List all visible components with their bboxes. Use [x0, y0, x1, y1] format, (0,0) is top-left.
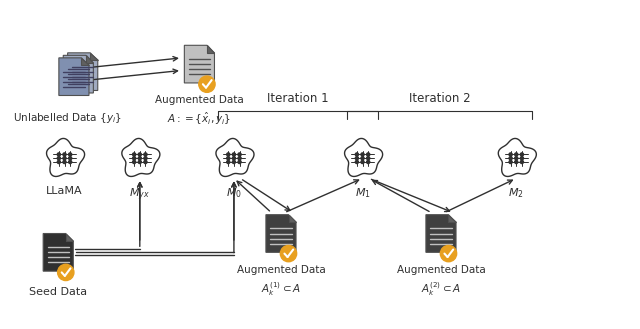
Circle shape [63, 153, 66, 156]
Polygon shape [266, 215, 296, 252]
Circle shape [199, 76, 215, 92]
Text: $A_k^{(2)} \subset A$: $A_k^{(2)} \subset A$ [421, 281, 461, 298]
Text: $M_{yx}$: $M_{yx}$ [129, 187, 150, 203]
Circle shape [144, 157, 147, 160]
Polygon shape [47, 139, 84, 176]
Circle shape [227, 157, 230, 160]
Circle shape [138, 157, 141, 160]
Circle shape [58, 264, 74, 281]
Circle shape [515, 153, 518, 156]
Circle shape [227, 153, 230, 156]
Circle shape [227, 161, 230, 164]
Polygon shape [66, 234, 74, 241]
Text: $A:=\{\hat{x}_i, y_i\}$: $A:=\{\hat{x}_i, y_i\}$ [167, 111, 232, 127]
Circle shape [132, 153, 136, 156]
Circle shape [68, 153, 72, 156]
Circle shape [355, 153, 358, 156]
Polygon shape [90, 53, 98, 60]
Text: $A_k^{(1)} \subset A$: $A_k^{(1)} \subset A$ [261, 281, 301, 298]
Polygon shape [344, 139, 383, 176]
Circle shape [515, 161, 518, 164]
Circle shape [520, 157, 524, 160]
Polygon shape [63, 55, 93, 93]
Polygon shape [86, 55, 93, 63]
Polygon shape [184, 45, 214, 83]
Circle shape [132, 157, 136, 160]
Polygon shape [216, 139, 254, 176]
Circle shape [132, 161, 136, 164]
Circle shape [63, 157, 66, 160]
Polygon shape [289, 215, 296, 222]
Circle shape [138, 161, 141, 164]
Circle shape [520, 161, 524, 164]
Circle shape [515, 157, 518, 160]
Text: Unlabelled Data $\{y_i\}$: Unlabelled Data $\{y_i\}$ [13, 111, 122, 125]
Circle shape [58, 161, 60, 164]
Circle shape [367, 153, 370, 156]
Circle shape [58, 157, 60, 160]
Circle shape [367, 161, 370, 164]
Text: Augmented Data: Augmented Data [155, 95, 244, 106]
Circle shape [355, 157, 358, 160]
Circle shape [509, 161, 512, 164]
Circle shape [232, 153, 236, 156]
Text: $M_0$: $M_0$ [226, 187, 242, 200]
Circle shape [138, 153, 141, 156]
Text: $M_2$: $M_2$ [508, 187, 524, 200]
Text: Iteration 1: Iteration 1 [268, 92, 329, 105]
Text: Augmented Data: Augmented Data [237, 265, 325, 275]
Text: Seed Data: Seed Data [29, 287, 87, 297]
Text: LLaMA: LLaMA [46, 187, 83, 196]
Circle shape [509, 157, 512, 160]
Circle shape [280, 245, 297, 262]
Circle shape [520, 153, 524, 156]
Circle shape [355, 161, 358, 164]
Circle shape [440, 245, 457, 262]
Circle shape [361, 157, 364, 160]
Circle shape [232, 157, 236, 160]
Polygon shape [81, 58, 89, 65]
Text: Iteration 2: Iteration 2 [408, 92, 470, 105]
Circle shape [58, 153, 60, 156]
Polygon shape [207, 45, 214, 53]
Circle shape [509, 153, 512, 156]
Circle shape [238, 153, 241, 156]
Polygon shape [449, 215, 456, 222]
Circle shape [68, 161, 72, 164]
Circle shape [144, 153, 147, 156]
Circle shape [361, 153, 364, 156]
Polygon shape [426, 215, 456, 252]
Text: Augmented Data: Augmented Data [397, 265, 485, 275]
Circle shape [144, 161, 147, 164]
Circle shape [68, 157, 72, 160]
Polygon shape [59, 58, 89, 95]
Text: $M_1$: $M_1$ [355, 187, 371, 200]
Polygon shape [122, 139, 160, 176]
Circle shape [238, 161, 241, 164]
Polygon shape [68, 53, 98, 90]
Circle shape [361, 161, 364, 164]
Circle shape [367, 157, 370, 160]
Circle shape [232, 161, 236, 164]
Polygon shape [499, 139, 536, 176]
Polygon shape [43, 234, 74, 271]
Circle shape [238, 157, 241, 160]
Circle shape [63, 161, 66, 164]
